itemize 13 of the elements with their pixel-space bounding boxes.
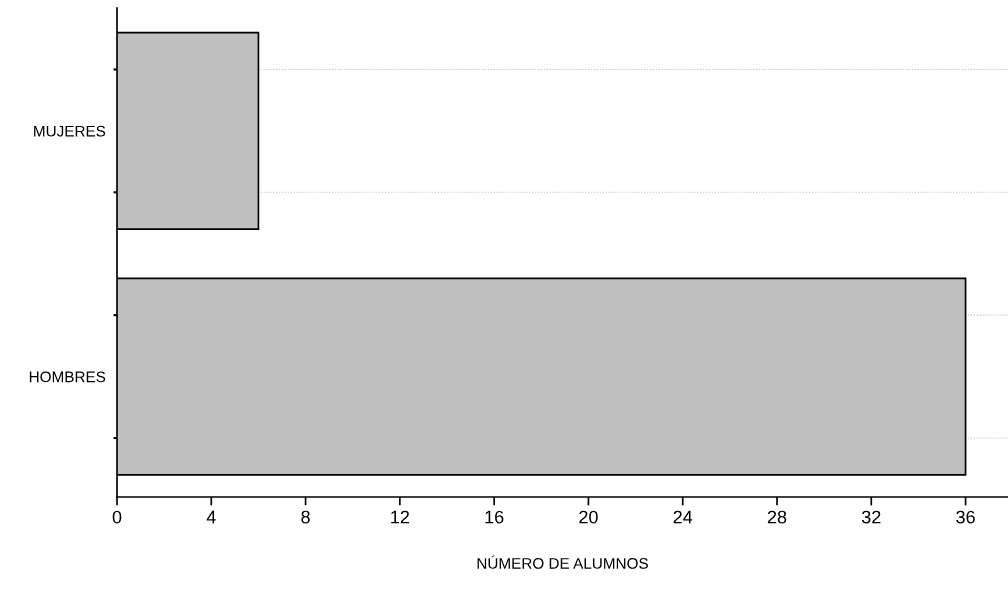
x-tick-label: 32: [861, 510, 881, 524]
x-tick-label: 28: [767, 510, 787, 524]
x-tick-label: 0: [112, 510, 122, 524]
x-tick-label: 20: [579, 510, 598, 524]
y-tick-label: MUJERES: [34, 125, 106, 137]
x-tick-label: 12: [391, 510, 409, 524]
y-tick-label: HOMBRES: [29, 371, 106, 383]
x-tick-label: 24: [673, 510, 693, 524]
x-tick-label: 16: [485, 510, 504, 524]
x-tick-label: 8: [301, 510, 310, 524]
x-tick-label: 36: [956, 510, 975, 524]
x-tick-label: 4: [206, 510, 216, 524]
x-axis-title: NÚMERO DE ALUMNOS: [477, 555, 648, 569]
